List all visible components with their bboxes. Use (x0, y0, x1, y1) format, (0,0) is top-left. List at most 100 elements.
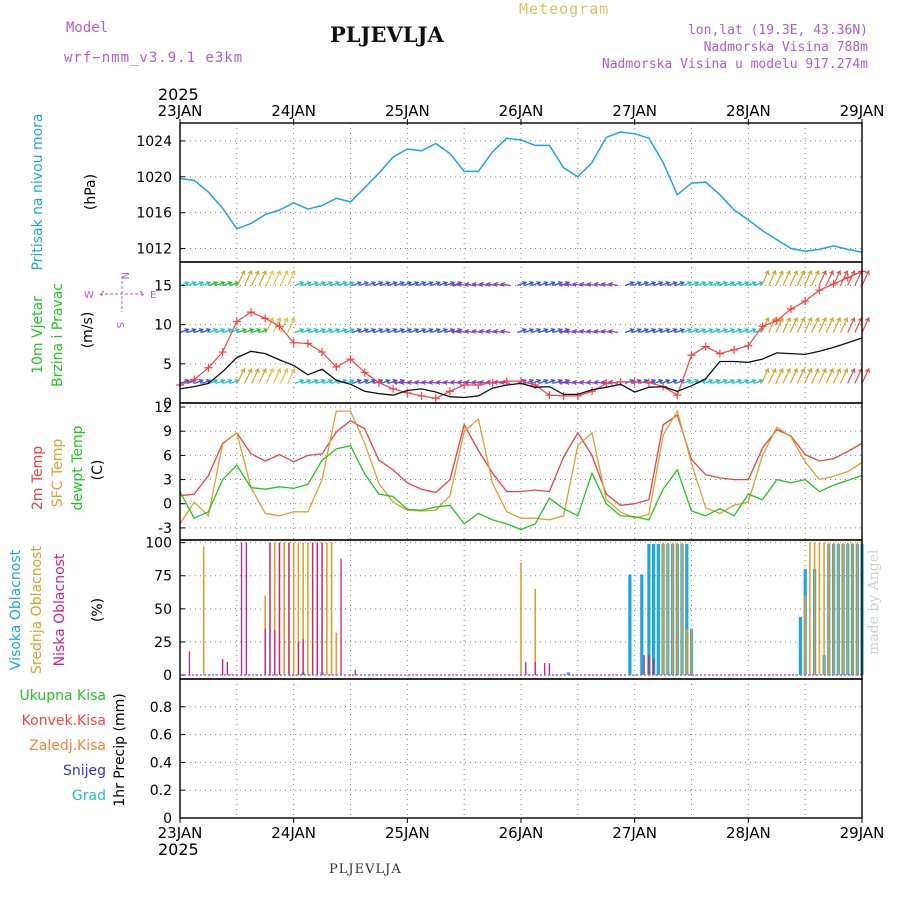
wind-arrow-head (421, 328, 427, 333)
wind-arrow-head (651, 281, 657, 286)
wind-arrow-head (385, 328, 391, 333)
wind-arrow-head (694, 379, 700, 384)
y-tick-label: 0.6 (150, 728, 172, 744)
wind-arrow-head (865, 269, 870, 276)
wind-gust-marker (204, 363, 213, 372)
wind-arrow (718, 379, 728, 384)
wind-arrow (775, 317, 784, 333)
wind-arrow (832, 317, 841, 333)
model-label: Model (66, 20, 109, 36)
wind-arrow (208, 328, 218, 334)
wind-arrow-head (686, 328, 693, 333)
wind-arrow-head (198, 281, 204, 286)
wind-arrow-head (807, 367, 813, 373)
wind-arrow-head (737, 328, 743, 333)
wind-arrow (472, 381, 482, 385)
cloud-ylabel-high: Visoka Oblacnost (8, 549, 24, 670)
wind-arrow-head (672, 328, 678, 333)
wind-arrow-head (715, 328, 721, 333)
wind-arrow (244, 368, 252, 384)
wind-arrow-head (313, 328, 319, 333)
wind-arrow-head (371, 281, 377, 286)
wind-arrow-head (708, 328, 714, 333)
wind-arrow-head (248, 328, 255, 333)
wind-arrow-head (464, 379, 470, 385)
wind-gust-marker (502, 377, 511, 386)
time-tick-label-top: 26JAN (499, 102, 544, 120)
wind-arrow (725, 281, 735, 287)
wind-arrow-head (814, 316, 820, 323)
wind-arrow-head (793, 367, 798, 373)
wind-arrow (407, 381, 418, 385)
wind-arrow-head (205, 328, 212, 333)
wind-arrow-head (335, 281, 341, 286)
wind-arrow (789, 368, 798, 384)
cloud-low-bar (643, 655, 645, 676)
wind-arrow (517, 281, 527, 287)
wind-arrow-head (356, 281, 362, 286)
cloud-mid-bar (335, 632, 338, 676)
precip-unit-label: 1hr Precip (mm) (112, 693, 128, 806)
wind-arrow (344, 328, 354, 334)
wind-arrow (436, 381, 446, 385)
wind-arrow (194, 379, 204, 384)
wind-arrow-head (290, 367, 296, 373)
wind-arrow-head (528, 379, 535, 384)
wind-arrow (632, 328, 641, 334)
wind-arrow-head (636, 328, 642, 333)
cloud-low-bar (269, 542, 271, 675)
wind-arrow (775, 368, 784, 384)
wind-arrow (725, 328, 735, 334)
wind-gust-marker (374, 378, 383, 387)
wind-arrow-head (778, 269, 784, 276)
wind-arrow-head (198, 379, 204, 384)
wind-gust-marker (431, 394, 440, 403)
temp-unit-label: (C) (90, 460, 106, 481)
y-tick-label: 1012 (136, 242, 172, 258)
cloud-mid-bar (307, 542, 309, 675)
cloud-mid-bar (823, 542, 825, 675)
cloud-mid-bar (283, 542, 285, 675)
wind-arrow (754, 379, 763, 384)
y-tick-label: 100 (145, 536, 172, 552)
wind-arrow-head (665, 379, 671, 384)
cloud-mid-bar (828, 542, 830, 675)
wind-arrow-head (536, 328, 542, 333)
wind-arrow (215, 379, 225, 384)
wind-arrow-head (449, 328, 456, 335)
wind-arrow (746, 328, 756, 334)
wind-arrow-head (327, 379, 334, 384)
wind-arrow-head (421, 379, 427, 385)
wind-arrow (194, 281, 204, 287)
wind-arrow (608, 283, 619, 287)
wind-arrow-head (464, 281, 470, 288)
wind-arrow (309, 328, 318, 334)
wind-gust-marker (644, 378, 653, 387)
wind-arrow (230, 281, 239, 287)
wind-arrow (395, 328, 405, 334)
wind-arrow (703, 328, 713, 334)
wind-gust-marker (843, 273, 852, 282)
wind-arrow-head (241, 328, 248, 333)
wind-arrow (667, 379, 677, 384)
wind-arrow-head (320, 379, 327, 384)
wind-arrow (359, 379, 369, 384)
pressure-ylabel: Pritisak na nivou mora (30, 113, 46, 270)
wind-arrow-head (564, 379, 570, 385)
cloud-high-bar (656, 544, 660, 676)
wind-arrow (545, 328, 555, 334)
wind-arrow-head (572, 281, 578, 288)
cloud-low-bar (525, 661, 527, 675)
cloud-high-bar (640, 574, 644, 675)
cloud-mid-bar (851, 542, 854, 675)
wind-arrow (323, 328, 333, 334)
wind-arrow (689, 328, 699, 334)
wind-arrow-head (457, 328, 463, 335)
wind-arrow (251, 270, 260, 286)
wind-gust-marker (460, 380, 469, 389)
wind-arrow (501, 330, 511, 334)
wind-arrow-head (471, 281, 477, 288)
wind-arrow-head (665, 281, 671, 286)
wind-arrow-head (600, 328, 606, 335)
